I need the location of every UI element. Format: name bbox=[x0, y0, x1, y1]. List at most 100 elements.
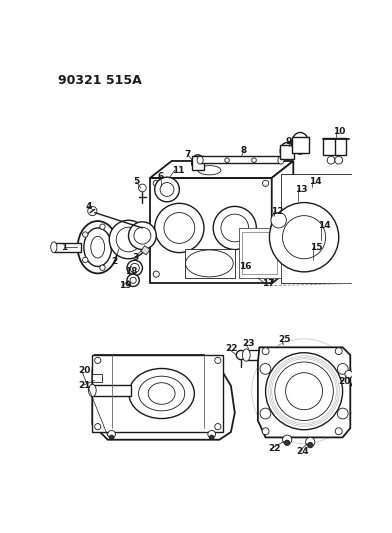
Text: 20: 20 bbox=[339, 377, 351, 386]
Bar bbox=[246, 350, 273, 360]
Circle shape bbox=[291, 269, 296, 273]
Circle shape bbox=[260, 408, 271, 419]
Text: 15: 15 bbox=[310, 243, 323, 252]
Circle shape bbox=[327, 156, 335, 164]
Circle shape bbox=[213, 206, 256, 249]
Polygon shape bbox=[93, 355, 235, 440]
Circle shape bbox=[109, 220, 148, 259]
Polygon shape bbox=[141, 246, 150, 255]
Text: 9: 9 bbox=[286, 137, 292, 146]
Circle shape bbox=[283, 216, 326, 259]
Circle shape bbox=[306, 438, 315, 447]
Circle shape bbox=[164, 213, 195, 244]
Text: 1: 1 bbox=[61, 243, 67, 252]
Ellipse shape bbox=[148, 383, 175, 405]
Circle shape bbox=[275, 362, 333, 421]
Circle shape bbox=[260, 364, 271, 374]
Bar bbox=[93, 385, 131, 396]
Text: 2: 2 bbox=[112, 256, 118, 265]
Circle shape bbox=[316, 209, 321, 215]
Circle shape bbox=[153, 271, 159, 277]
Circle shape bbox=[127, 274, 139, 287]
Text: 7: 7 bbox=[185, 150, 191, 159]
Circle shape bbox=[108, 431, 115, 438]
Circle shape bbox=[287, 260, 292, 265]
Circle shape bbox=[94, 357, 101, 364]
Text: 18: 18 bbox=[125, 266, 138, 276]
Circle shape bbox=[316, 260, 321, 265]
Text: 14: 14 bbox=[318, 221, 330, 230]
Text: 21: 21 bbox=[78, 381, 91, 390]
Bar bbox=[280, 145, 294, 159]
Text: 14: 14 bbox=[309, 177, 321, 186]
Ellipse shape bbox=[278, 156, 284, 164]
Circle shape bbox=[291, 239, 296, 244]
Circle shape bbox=[88, 206, 97, 216]
Text: 20: 20 bbox=[78, 366, 91, 375]
Circle shape bbox=[286, 373, 323, 410]
Circle shape bbox=[130, 263, 139, 273]
Circle shape bbox=[263, 271, 269, 277]
Text: 13: 13 bbox=[295, 185, 307, 194]
Text: 22: 22 bbox=[225, 344, 238, 353]
Circle shape bbox=[100, 224, 105, 229]
Circle shape bbox=[335, 156, 343, 164]
Circle shape bbox=[221, 214, 249, 242]
Circle shape bbox=[263, 180, 269, 187]
Text: 3: 3 bbox=[132, 253, 139, 262]
Circle shape bbox=[335, 428, 342, 435]
Circle shape bbox=[252, 158, 256, 163]
Bar bbox=[185, 249, 235, 278]
Ellipse shape bbox=[198, 166, 221, 175]
Text: 8: 8 bbox=[241, 147, 247, 156]
Circle shape bbox=[129, 222, 156, 249]
Bar bbox=[54, 243, 81, 252]
Ellipse shape bbox=[197, 156, 203, 164]
Circle shape bbox=[330, 235, 336, 240]
Ellipse shape bbox=[243, 349, 250, 361]
Circle shape bbox=[127, 260, 142, 276]
Circle shape bbox=[111, 245, 116, 250]
Circle shape bbox=[236, 350, 245, 360]
Polygon shape bbox=[272, 161, 293, 284]
Circle shape bbox=[266, 353, 343, 430]
Ellipse shape bbox=[91, 237, 105, 258]
Circle shape bbox=[345, 370, 352, 378]
Text: 25: 25 bbox=[279, 335, 291, 344]
Circle shape bbox=[100, 265, 105, 270]
Circle shape bbox=[252, 339, 356, 443]
Circle shape bbox=[283, 435, 292, 445]
Circle shape bbox=[303, 246, 323, 266]
Circle shape bbox=[338, 408, 348, 419]
Circle shape bbox=[83, 232, 88, 237]
Text: 19: 19 bbox=[119, 281, 132, 290]
Ellipse shape bbox=[292, 133, 309, 154]
Text: 12: 12 bbox=[271, 206, 283, 215]
Circle shape bbox=[225, 158, 229, 163]
Polygon shape bbox=[93, 374, 102, 382]
Circle shape bbox=[155, 203, 204, 253]
Ellipse shape bbox=[280, 142, 294, 159]
Bar bbox=[150, 178, 272, 284]
Circle shape bbox=[94, 424, 101, 430]
Polygon shape bbox=[258, 348, 350, 438]
Circle shape bbox=[287, 209, 292, 215]
Circle shape bbox=[269, 203, 339, 272]
Circle shape bbox=[279, 212, 330, 263]
Circle shape bbox=[160, 182, 174, 196]
Ellipse shape bbox=[84, 228, 112, 266]
Circle shape bbox=[153, 180, 159, 187]
Circle shape bbox=[208, 431, 216, 438]
Circle shape bbox=[335, 348, 342, 354]
Bar bbox=[200, 156, 281, 163]
Circle shape bbox=[271, 213, 287, 228]
Circle shape bbox=[83, 257, 88, 263]
Text: 90321 515A: 90321 515A bbox=[58, 74, 142, 87]
Circle shape bbox=[262, 428, 269, 435]
Circle shape bbox=[276, 343, 294, 362]
Ellipse shape bbox=[185, 250, 233, 277]
Text: 10: 10 bbox=[333, 127, 346, 136]
Ellipse shape bbox=[269, 349, 277, 361]
Bar bbox=[243, 232, 277, 274]
Ellipse shape bbox=[138, 376, 185, 411]
